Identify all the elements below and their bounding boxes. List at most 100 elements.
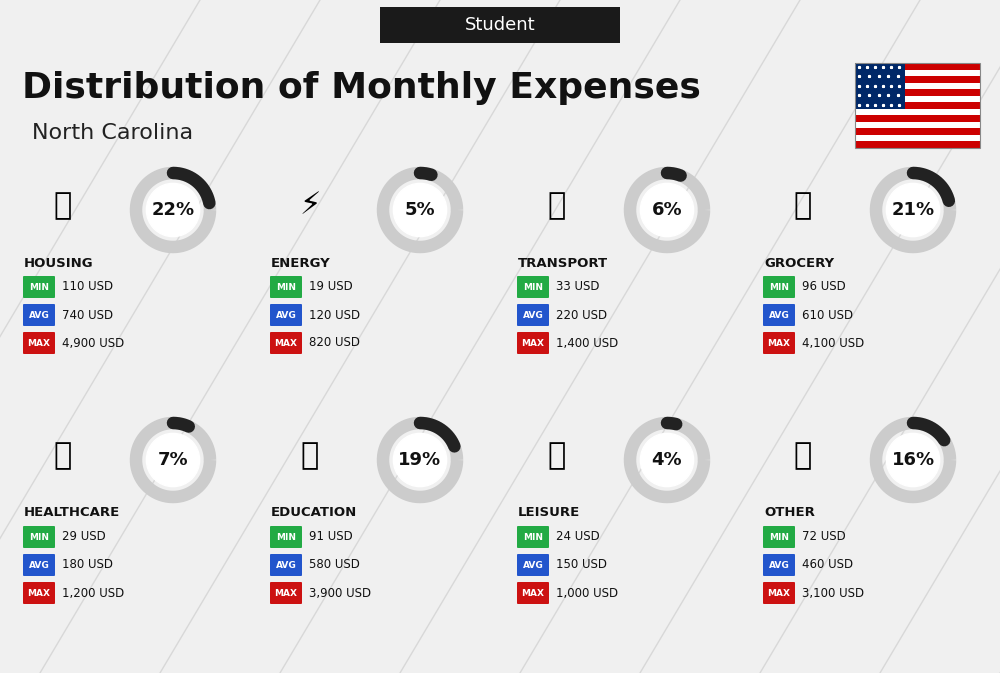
Text: MAX: MAX: [274, 339, 298, 347]
Text: 120 USD: 120 USD: [309, 308, 360, 322]
Text: MAX: MAX: [768, 588, 790, 598]
Text: Student: Student: [465, 16, 535, 34]
Text: MAX: MAX: [274, 588, 298, 598]
Text: 🏥: 🏥: [54, 441, 72, 470]
Text: 🛒: 🛒: [794, 192, 812, 221]
FancyBboxPatch shape: [270, 276, 302, 298]
Text: AVG: AVG: [276, 310, 296, 320]
FancyBboxPatch shape: [763, 582, 795, 604]
Text: MIN: MIN: [276, 532, 296, 542]
Text: 220 USD: 220 USD: [556, 308, 607, 322]
Text: MIN: MIN: [523, 532, 543, 542]
FancyBboxPatch shape: [763, 304, 795, 326]
Text: MIN: MIN: [29, 532, 49, 542]
FancyBboxPatch shape: [855, 135, 980, 141]
Text: OTHER: OTHER: [764, 507, 815, 520]
FancyBboxPatch shape: [23, 332, 55, 354]
Text: 610 USD: 610 USD: [802, 308, 853, 322]
Text: 6%: 6%: [652, 201, 682, 219]
Circle shape: [146, 183, 200, 237]
Circle shape: [886, 183, 940, 237]
Text: 91 USD: 91 USD: [309, 530, 353, 544]
Text: TRANSPORT: TRANSPORT: [518, 256, 608, 269]
Text: 740 USD: 740 USD: [62, 308, 113, 322]
Text: 1,400 USD: 1,400 USD: [556, 336, 618, 349]
Text: MAX: MAX: [522, 339, 544, 347]
FancyBboxPatch shape: [855, 83, 980, 89]
FancyBboxPatch shape: [270, 554, 302, 576]
Text: 4,900 USD: 4,900 USD: [62, 336, 124, 349]
FancyBboxPatch shape: [380, 7, 620, 43]
Text: 460 USD: 460 USD: [802, 559, 853, 571]
Text: GROCERY: GROCERY: [764, 256, 834, 269]
Text: 19%: 19%: [398, 451, 442, 469]
Text: ⚡: ⚡: [299, 192, 321, 221]
Text: MIN: MIN: [523, 283, 543, 291]
Text: 4,100 USD: 4,100 USD: [802, 336, 864, 349]
Text: AVG: AVG: [523, 561, 543, 569]
Text: MAX: MAX: [28, 339, 50, 347]
Text: AVG: AVG: [276, 561, 296, 569]
Text: 16%: 16%: [891, 451, 935, 469]
Text: 72 USD: 72 USD: [802, 530, 846, 544]
FancyBboxPatch shape: [517, 526, 549, 548]
Text: 110 USD: 110 USD: [62, 281, 113, 293]
Circle shape: [146, 433, 200, 487]
Text: LEISURE: LEISURE: [518, 507, 580, 520]
Text: MAX: MAX: [28, 588, 50, 598]
Text: 3,100 USD: 3,100 USD: [802, 586, 864, 600]
FancyBboxPatch shape: [763, 276, 795, 298]
FancyBboxPatch shape: [855, 102, 980, 109]
FancyBboxPatch shape: [855, 129, 980, 135]
Text: 96 USD: 96 USD: [802, 281, 846, 293]
FancyBboxPatch shape: [517, 276, 549, 298]
Text: 5%: 5%: [405, 201, 435, 219]
FancyBboxPatch shape: [23, 582, 55, 604]
FancyBboxPatch shape: [270, 526, 302, 548]
Text: 180 USD: 180 USD: [62, 559, 113, 571]
FancyBboxPatch shape: [763, 526, 795, 548]
Text: 🛍: 🛍: [548, 441, 566, 470]
Text: 🚌: 🚌: [548, 192, 566, 221]
Circle shape: [640, 183, 694, 237]
FancyBboxPatch shape: [270, 304, 302, 326]
Text: 3,900 USD: 3,900 USD: [309, 586, 371, 600]
FancyBboxPatch shape: [270, 332, 302, 354]
Text: 24 USD: 24 USD: [556, 530, 600, 544]
FancyBboxPatch shape: [517, 554, 549, 576]
Text: 580 USD: 580 USD: [309, 559, 360, 571]
Text: 7%: 7%: [158, 451, 188, 469]
Text: Distribution of Monthly Expenses: Distribution of Monthly Expenses: [22, 71, 701, 105]
Text: AVG: AVG: [523, 310, 543, 320]
Text: 19 USD: 19 USD: [309, 281, 353, 293]
Text: AVG: AVG: [769, 310, 789, 320]
Text: HOUSING: HOUSING: [24, 256, 94, 269]
FancyBboxPatch shape: [855, 141, 980, 148]
FancyBboxPatch shape: [23, 276, 55, 298]
FancyBboxPatch shape: [517, 582, 549, 604]
Text: MIN: MIN: [769, 283, 789, 291]
Text: ENERGY: ENERGY: [271, 256, 331, 269]
FancyBboxPatch shape: [517, 304, 549, 326]
FancyBboxPatch shape: [855, 109, 980, 115]
FancyBboxPatch shape: [855, 76, 980, 83]
Text: 820 USD: 820 USD: [309, 336, 360, 349]
FancyBboxPatch shape: [763, 554, 795, 576]
FancyBboxPatch shape: [855, 122, 980, 129]
Text: North Carolina: North Carolina: [32, 123, 193, 143]
Text: AVG: AVG: [29, 561, 49, 569]
FancyBboxPatch shape: [23, 304, 55, 326]
FancyBboxPatch shape: [517, 332, 549, 354]
Text: 🎓: 🎓: [301, 441, 319, 470]
Text: MIN: MIN: [276, 283, 296, 291]
FancyBboxPatch shape: [23, 554, 55, 576]
FancyBboxPatch shape: [270, 582, 302, 604]
Text: EDUCATION: EDUCATION: [271, 507, 357, 520]
Text: 1,000 USD: 1,000 USD: [556, 586, 618, 600]
Text: MIN: MIN: [769, 532, 789, 542]
Text: 22%: 22%: [151, 201, 195, 219]
FancyBboxPatch shape: [855, 63, 905, 109]
Text: HEALTHCARE: HEALTHCARE: [24, 507, 120, 520]
Text: AVG: AVG: [769, 561, 789, 569]
FancyBboxPatch shape: [763, 332, 795, 354]
